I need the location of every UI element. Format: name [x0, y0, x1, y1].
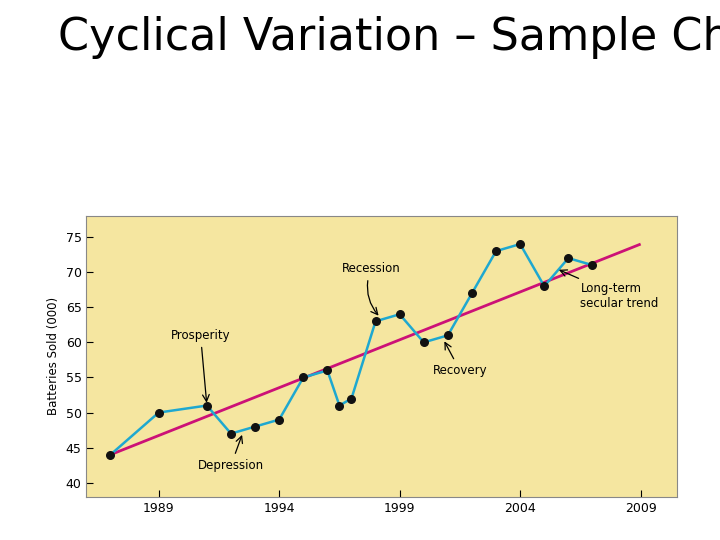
Point	[370, 317, 382, 326]
Text: Cyclical Variation – Sample Chart: Cyclical Variation – Sample Chart	[58, 16, 720, 59]
Point	[442, 331, 454, 340]
Text: Depression: Depression	[198, 436, 264, 472]
Point	[274, 415, 285, 424]
Point	[225, 429, 237, 438]
Point	[418, 338, 430, 347]
Point	[333, 401, 345, 410]
Point	[297, 373, 309, 382]
Point	[104, 450, 116, 459]
Text: Long-term
secular trend: Long-term secular trend	[560, 270, 659, 310]
Point	[587, 261, 598, 269]
Point	[394, 310, 405, 319]
Point	[539, 282, 550, 291]
Point	[346, 394, 357, 403]
Text: Prosperity: Prosperity	[171, 329, 230, 401]
Point	[490, 247, 502, 255]
Point	[514, 240, 526, 248]
Point	[322, 366, 333, 375]
Text: Recovery: Recovery	[433, 342, 487, 377]
Point	[153, 408, 164, 417]
Y-axis label: Batteries Sold (000): Batteries Sold (000)	[47, 298, 60, 415]
Point	[201, 401, 212, 410]
Point	[249, 422, 261, 431]
Text: Recession: Recession	[341, 262, 400, 315]
Point	[467, 289, 478, 298]
Point	[562, 254, 574, 262]
